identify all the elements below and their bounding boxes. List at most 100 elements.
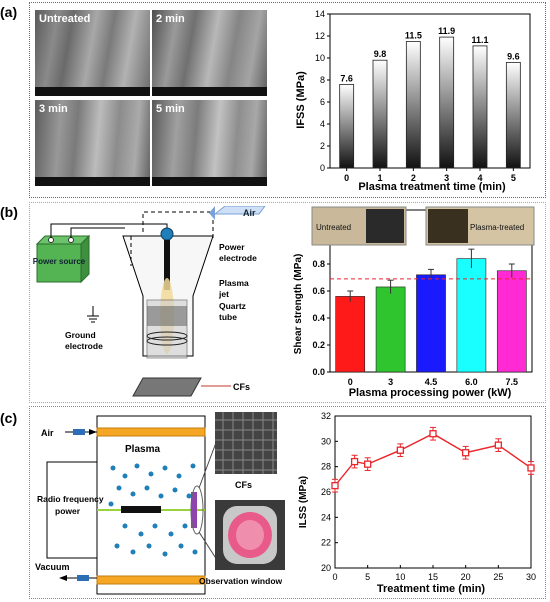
sem-scalebar: [152, 87, 267, 96]
chart-xlabel: Plasma processing power (kW): [349, 387, 512, 399]
sem-label-5min: 5 min: [156, 103, 185, 115]
power-source-box: [35, 234, 91, 284]
y-tick-label: 0.0: [312, 367, 325, 377]
chart-xlabel: Treatment time (min): [377, 583, 486, 595]
y-tick-label: 2: [320, 141, 325, 151]
bar-data-label: 11.5: [405, 31, 422, 41]
x-tick-label: 3: [444, 173, 449, 183]
bar: [439, 36, 455, 169]
sem-image-3min: 3 min: [35, 100, 150, 186]
bar: [375, 286, 406, 373]
bar-data-label: 9.6: [507, 51, 520, 61]
y-tick-label: 6: [320, 97, 325, 107]
panel-label-c: (c): [0, 410, 18, 426]
bar: [496, 270, 527, 373]
x-tick-label: 6.0: [465, 377, 478, 387]
y-tick-label: 0.2: [312, 340, 325, 350]
y-tick-label: 32: [321, 411, 331, 421]
x-tick-label: 3: [388, 377, 393, 387]
bar: [505, 62, 521, 169]
x-tick-label: 1: [377, 173, 382, 183]
x-tick-label: 5: [511, 173, 516, 183]
inset-untreated: Untreated: [311, 206, 407, 246]
y-tick-label: 26: [321, 487, 331, 497]
ilss-line-chart: 20 22 24 26 28 30 32 0 5 10 15 20 25 30 ILSS (MPa) Tr…: [298, 411, 536, 595]
air-label-b: Air: [243, 208, 256, 218]
sem-scalebar: [35, 87, 150, 96]
x-tick-label: 20: [461, 572, 471, 582]
shear-strength-bar-chart: 0.00.20.40.60.81.01.2034.56.07.5 Untreat…: [293, 205, 535, 399]
bar: [405, 41, 421, 169]
data-point: [494, 441, 502, 449]
data-point: [350, 457, 359, 466]
x-tick-label: 30: [526, 572, 536, 582]
rf-power-label-1: Radio frequency: [37, 494, 104, 504]
sem-scalebar: [35, 177, 150, 186]
rf-power-label-2: power: [55, 506, 81, 516]
y-tick-label: 10: [315, 53, 325, 63]
x-tick-label: 25: [493, 572, 503, 582]
air-label-c: Air: [41, 428, 54, 438]
plasma-jet-label-1: Plasma: [219, 278, 249, 288]
y-tick-label: 22: [321, 538, 331, 548]
y-tick-label: 4: [320, 119, 325, 129]
inset-plasma-treated: Plasma-treated: [425, 206, 535, 246]
data-point: [462, 449, 470, 457]
x-tick-label: 10: [395, 572, 405, 582]
bar: [416, 274, 446, 373]
y-tick-label: 0.8: [312, 259, 325, 269]
y-tick-label: 0.6: [312, 286, 325, 296]
bar-data-label: 9.8: [374, 49, 387, 59]
rf-plasma-schematic: Air Vacuum Radio frequency power Plasma …: [35, 412, 285, 595]
plasma-label: Plasma: [125, 444, 160, 455]
chart-ylabel: IFSS (MPa): [295, 71, 307, 129]
sem-image-2min: 2 min: [152, 10, 267, 96]
x-tick-label: 0: [344, 173, 349, 183]
panel-a: [29, 2, 546, 198]
bar-data-label: 11.1: [471, 35, 488, 45]
sem-label-3min: 3 min: [39, 103, 68, 115]
y-tick-label: 24: [321, 512, 331, 522]
sem-label-untreated: Untreated: [39, 13, 91, 25]
observation-window-label: Observation window: [199, 576, 283, 586]
sem-label-2min: 2 min: [156, 13, 185, 25]
panel-label-b: (b): [0, 204, 18, 220]
y-tick-label: 30: [321, 436, 331, 446]
y-tick-label: 12: [315, 31, 325, 41]
ground-electrode-label-2: electrode: [65, 341, 103, 351]
sem-image-untreated: Untreated: [35, 10, 150, 96]
vacuum-label: Vacuum: [35, 562, 70, 572]
power-source-label: Power source: [33, 257, 86, 266]
ifss-bar-chart: 0 2 4 6 8 10 12 14 7.6 0 9.8 1 11.5 2 11.9 3 11.1 4 9.6 5 I…: [295, 9, 531, 193]
bar-data-label: 7.6: [340, 73, 353, 83]
y-tick-label: 0.4: [312, 313, 325, 323]
inset-plasma-treated-label: Plasma-treated: [470, 223, 524, 232]
panel-b: [29, 202, 546, 403]
data-point: [331, 482, 339, 490]
bar: [339, 84, 355, 169]
x-tick-label: 4.5: [425, 377, 438, 387]
bar-data-label: 11.9: [438, 26, 455, 36]
chart-xlabel: Plasma treatment time (min): [358, 181, 506, 193]
chart-ylabel: Shear strength (MPa): [293, 254, 304, 355]
bar: [372, 59, 388, 169]
x-tick-label: 5: [365, 572, 370, 582]
x-tick-label: 2: [411, 173, 416, 183]
data-point: [396, 446, 404, 454]
power-electrode-label-2: electrode: [219, 253, 257, 263]
data-point: [429, 430, 437, 438]
chart-ylabel: ILSS (MPa): [298, 476, 309, 528]
y-tick-label: 14: [315, 9, 325, 19]
quartz-tube-label-2: tube: [219, 312, 237, 322]
cfs-label-b: CFs: [233, 382, 250, 392]
y-tick-label: 0: [320, 163, 325, 173]
x-tick-label: 0: [348, 377, 353, 387]
panel-c: [29, 406, 546, 599]
x-tick-label: 15: [428, 572, 438, 582]
power-electrode-label-1: Power: [219, 242, 245, 252]
cfs-label-c: CFs: [235, 480, 252, 490]
data-point: [527, 464, 535, 472]
sem-image-5min: 5 min: [152, 100, 267, 186]
x-tick-label: 7.5: [506, 377, 519, 387]
bar: [335, 296, 366, 373]
